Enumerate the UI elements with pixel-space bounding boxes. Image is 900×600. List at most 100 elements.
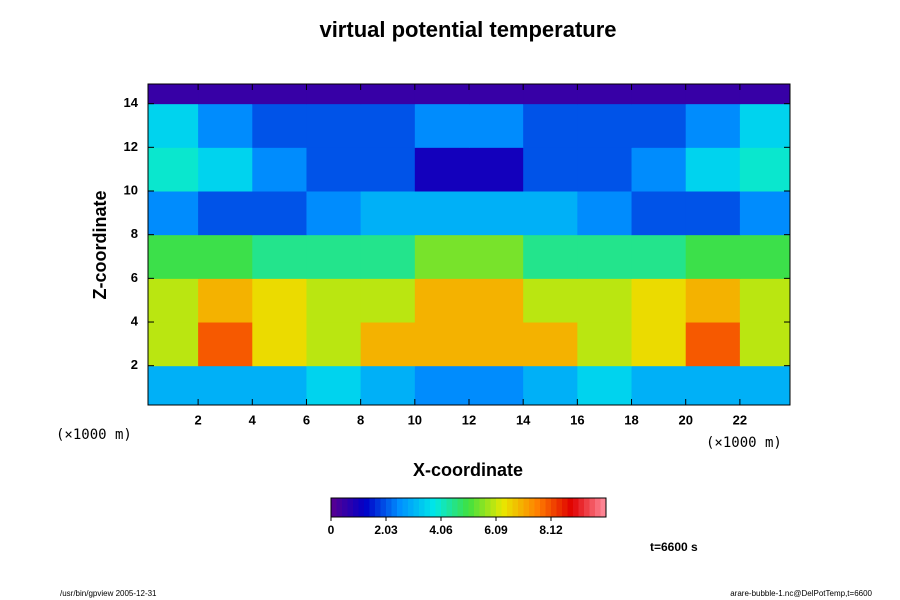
heat-cell [360,322,416,367]
time-label: t=6600 s [650,540,698,554]
heat-cell [739,103,790,148]
heat-cell [360,84,416,105]
colorbar-step [402,498,409,517]
y-tick-label: 6 [131,270,138,285]
heat-cell [469,365,524,405]
heat-cell [360,365,416,405]
heat-cell [739,278,790,323]
heat-cell [631,191,687,236]
y-tick-label: 12 [124,139,138,154]
heat-cell [739,322,790,367]
heat-cell [360,147,416,192]
heat-cell [523,103,578,148]
heat-cell [414,84,470,105]
heat-cell [198,191,253,236]
colorbar-step [364,498,370,517]
heat-cell [360,103,416,148]
colorbar-step [545,498,552,517]
heat-cell [306,234,362,279]
heat-cell [198,84,253,105]
colorbar-tick-label: 6.09 [484,523,508,537]
heat-cell [414,322,470,367]
colorbar-step [578,498,585,517]
heat-cell [306,147,362,192]
heat-cell [306,191,362,236]
heatmap [148,84,790,405]
heat-cell [631,84,687,105]
heat-cell [148,147,199,192]
colorbar-step [435,498,442,517]
colorbar-step [452,498,458,517]
footer-right: arare-bubble-1.nc@DelPotTemp,t=6600 [730,589,872,598]
heat-cell [523,322,578,367]
heat-cell [577,365,633,405]
x-axis-label: X-coordinate [413,460,523,480]
colorbar-step [430,498,436,517]
heat-cell [360,278,416,323]
colorbar-step [529,498,535,517]
y-unit: (×1000 m) [56,427,132,443]
heat-cell [469,191,524,236]
colorbar-step [336,498,343,517]
heat-cell [360,234,416,279]
colorbar-step [419,498,425,517]
colorbar-step [485,498,491,517]
colorbar-step [595,498,601,517]
colorbar-step [600,498,607,517]
x-tick-label: 4 [249,412,257,427]
heat-cell [631,103,687,148]
heat-cell [198,147,253,192]
colorbar-step [589,498,596,517]
colorbar-tick-label: 2.03 [374,523,398,537]
heat-cell [306,103,362,148]
heat-cell [414,234,470,279]
colorbar-step [562,498,568,517]
colorbar-step [573,498,579,517]
heat-cell [685,147,741,192]
heat-cell [306,365,362,405]
colorbar-step [512,498,519,517]
x-unit: (×1000 m) [706,435,782,451]
heat-cell [306,322,362,367]
x-tick-label: 8 [357,412,364,427]
x-tick-label: 16 [570,412,584,427]
heat-cell [414,191,470,236]
heat-cell [577,103,633,148]
heat-cell [577,234,633,279]
heat-cell [631,365,687,405]
heat-cell [148,278,199,323]
y-tick-label: 8 [131,226,138,241]
colorbar-step [424,498,431,517]
heat-cell [469,103,524,148]
colorbar-step [540,498,546,517]
heat-cell [252,365,307,405]
heat-cell [577,191,633,236]
heat-cell [685,234,741,279]
colorbar-step [386,498,392,517]
x-tick-label: 20 [678,412,692,427]
x-tick-label: 18 [624,412,638,427]
y-tick-label: 14 [124,95,139,110]
colorbar-step [441,498,447,517]
heat-cell [148,322,199,367]
heat-cell [198,103,253,148]
heat-cell [198,365,253,405]
colorbar-step [567,498,574,517]
x-tick-label: 12 [462,412,476,427]
colorbar-step [463,498,469,517]
colorbar-frame [330,497,607,518]
colorbar-tick-label: 8.12 [539,523,563,537]
heat-cell [252,84,307,105]
y-tick-label: 10 [124,182,138,197]
heat-cell [577,84,633,105]
colorbar-step [523,498,530,517]
colorbar-tick-label: 0 [328,523,335,537]
heat-cell [148,234,199,279]
heat-cell [252,191,307,236]
x-tick-label: 6 [303,412,310,427]
x-tick-label: 10 [408,412,422,427]
heat-cell [414,278,470,323]
heat-cell [685,191,741,236]
colorbar-step [501,498,508,517]
heat-cell [739,84,790,105]
